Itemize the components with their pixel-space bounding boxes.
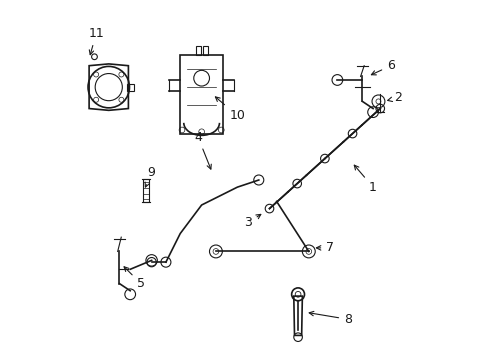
Text: 2: 2: [387, 91, 401, 104]
Text: 1: 1: [354, 165, 376, 194]
Text: 9: 9: [145, 166, 155, 187]
Text: 7: 7: [316, 241, 334, 255]
Bar: [143, 179, 149, 202]
Bar: [126, 84, 134, 91]
Text: 8: 8: [308, 311, 351, 326]
Text: 5: 5: [124, 267, 144, 290]
Bar: [196, 46, 201, 55]
Text: 3: 3: [244, 214, 260, 229]
Text: 6: 6: [370, 59, 394, 75]
Text: 4: 4: [194, 131, 211, 169]
Bar: [203, 46, 207, 55]
Text: 10: 10: [215, 97, 245, 122]
Bar: [180, 55, 223, 134]
Text: 11: 11: [88, 27, 104, 55]
